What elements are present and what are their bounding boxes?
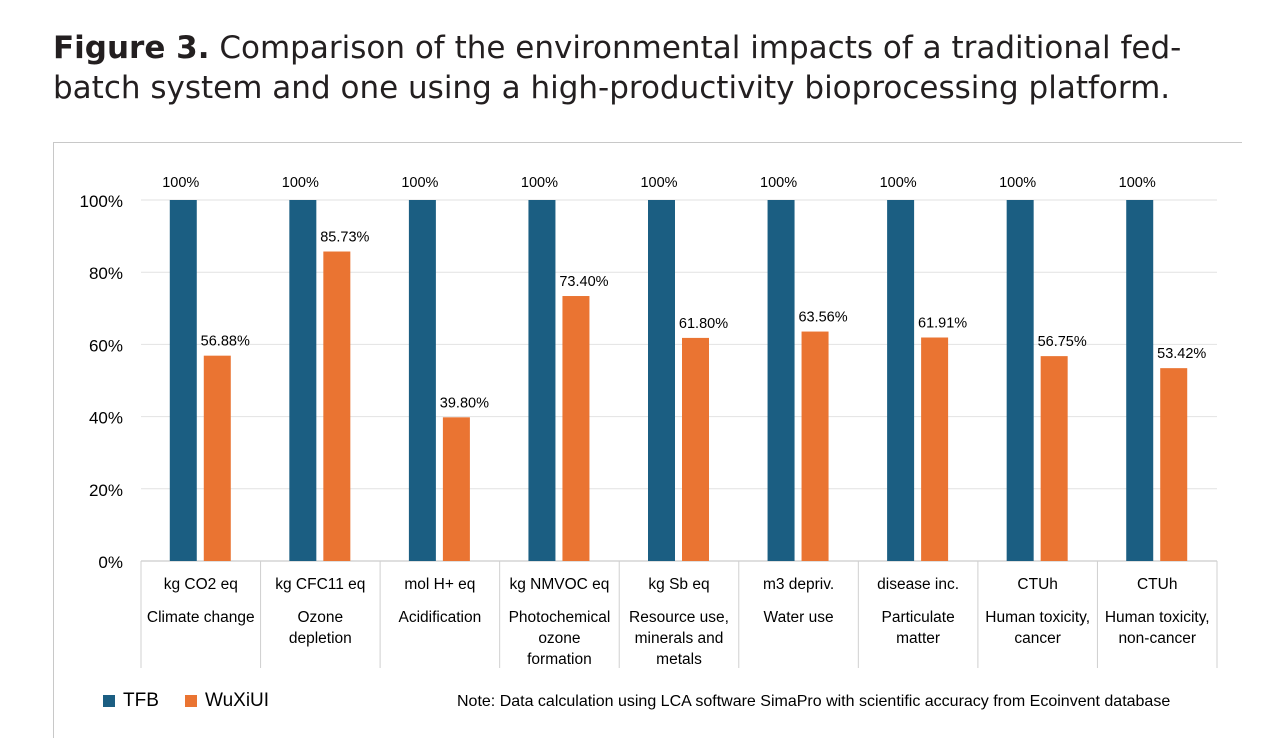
bar-wuxiui — [323, 251, 351, 561]
bar-wuxiui — [682, 337, 709, 561]
category-name-label: Resource use, — [629, 609, 729, 626]
data-label: 63.56% — [798, 310, 847, 326]
y-tick-label: 40% — [89, 409, 123, 428]
category-unit-label: kg NMVOC eq — [509, 576, 609, 593]
category-name-label: depletion — [289, 630, 352, 647]
data-label: 73.40% — [559, 274, 608, 290]
y-tick-label: 0% — [98, 553, 123, 572]
legend-item-wuxiui: WuXiUI — [185, 690, 269, 712]
data-label: 56.75% — [1038, 334, 1087, 350]
category-name-label: ozone — [538, 630, 580, 647]
category-unit-label: m3 depriv. — [763, 576, 834, 593]
category-unit-label: disease inc. — [877, 576, 959, 593]
category-name-label: Particulate — [881, 609, 954, 626]
category-name-label: matter — [896, 630, 940, 647]
category-name-label: Photochemical — [509, 609, 611, 626]
category-unit-label: mol H+ eq — [404, 576, 475, 593]
bar-tfb — [1006, 200, 1034, 561]
data-label: 61.80% — [679, 316, 728, 332]
figure-caption: Figure 3. Comparison of the environmenta… — [53, 28, 1253, 108]
category-unit-label: kg CFC11 eq — [275, 576, 365, 593]
category-name-label: Water use — [764, 609, 834, 626]
y-tick-label: 100% — [80, 192, 123, 211]
bar-tfb — [169, 200, 197, 561]
legend-label-wuxiui: WuXiUI — [205, 690, 270, 711]
data-label: 39.80% — [440, 395, 489, 411]
category-unit-label: kg Sb eq — [648, 576, 709, 593]
data-label: 100% — [162, 175, 199, 191]
figure-description: Comparison of the environmental impacts … — [53, 30, 1182, 106]
data-label: 100% — [521, 175, 558, 191]
data-label: 85.73% — [320, 230, 369, 246]
bar-wuxiui — [442, 417, 470, 561]
category-unit-label: CTUh — [1017, 576, 1057, 593]
bar-tfb — [1126, 200, 1154, 561]
bar-tfb — [289, 200, 317, 561]
bar-tfb — [887, 200, 915, 561]
bar-wuxiui — [801, 331, 829, 561]
data-label: 61.91% — [918, 316, 967, 332]
bar-wuxiui — [203, 355, 231, 561]
data-label: 100% — [999, 175, 1036, 191]
bar-wuxiui — [921, 337, 949, 561]
legend-label-tfb: TFB — [123, 690, 159, 711]
category-name-label: metals — [656, 651, 702, 668]
data-label: 53.42% — [1157, 346, 1206, 362]
category-name-label: Climate change — [147, 609, 255, 626]
category-name-label: non-cancer — [1118, 630, 1196, 647]
legend-swatch-tfb — [103, 695, 115, 707]
bar-wuxiui — [1040, 356, 1068, 561]
bar-tfb — [408, 200, 436, 561]
figure-number: Figure 3. — [53, 30, 210, 66]
category-name-label: minerals and — [635, 630, 724, 647]
category-name-label: Human toxicity, — [1105, 609, 1210, 626]
data-label: 56.88% — [201, 334, 250, 350]
category-unit-label: CTUh — [1137, 576, 1177, 593]
legend-swatch-wuxiui — [185, 695, 197, 707]
bar-tfb — [528, 200, 556, 561]
category-name-label: formation — [527, 651, 592, 668]
category-name-label: Human toxicity, — [985, 609, 1090, 626]
bar-wuxiui — [1160, 368, 1188, 561]
y-tick-label: 20% — [89, 481, 123, 500]
data-source-note: Note: Data calculation using LCA softwar… — [457, 693, 1171, 710]
bar-tfb — [648, 200, 675, 561]
bar-wuxiui — [562, 296, 590, 561]
category-name-label: Acidification — [399, 609, 482, 626]
data-label: 100% — [640, 175, 677, 191]
category-name-label: cancer — [1014, 630, 1061, 647]
legend-item-tfb: TFB — [103, 690, 159, 712]
category-name-label: Ozone — [297, 609, 343, 626]
category-unit-label: kg CO2 eq — [164, 576, 238, 593]
y-tick-label: 60% — [89, 336, 123, 355]
data-label: 100% — [1119, 175, 1156, 191]
bar-tfb — [767, 200, 795, 561]
data-label: 100% — [282, 175, 319, 191]
data-label: 100% — [401, 175, 438, 191]
data-label: 100% — [760, 175, 797, 191]
data-label: 100% — [880, 175, 917, 191]
y-tick-label: 80% — [89, 264, 123, 283]
